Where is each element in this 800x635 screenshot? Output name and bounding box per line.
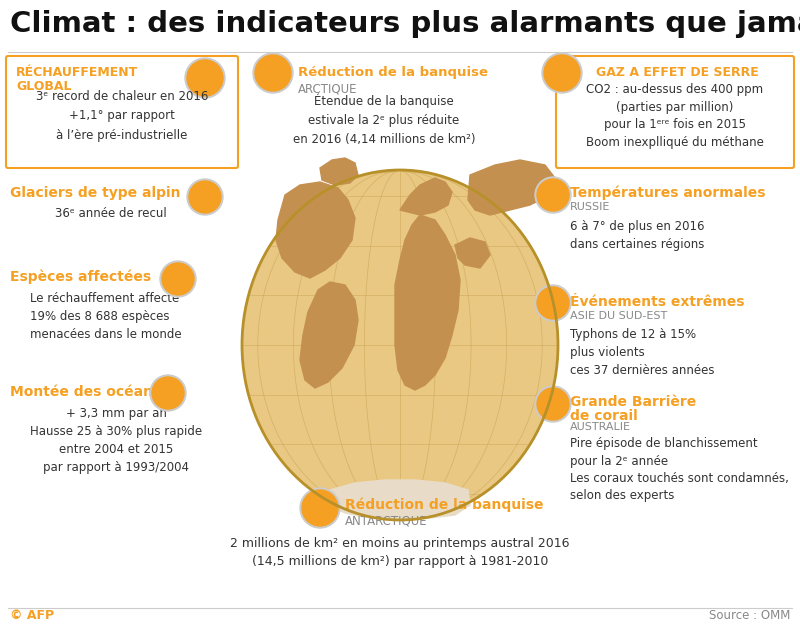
Text: Climat : des indicateurs plus alarmants que jamais: Climat : des indicateurs plus alarmants … (10, 10, 800, 38)
Circle shape (187, 179, 223, 215)
Text: Réduction de la banquise: Réduction de la banquise (298, 66, 488, 79)
Text: Réduction de la banquise: Réduction de la banquise (345, 497, 543, 512)
Text: 2 millions de km² en moins au printemps austral 2016
(14,5 millions de km²) par : 2 millions de km² en moins au printemps … (230, 537, 570, 568)
FancyBboxPatch shape (6, 56, 238, 168)
Text: Espèces affectées: Espèces affectées (10, 270, 151, 284)
Text: Montée des océans: Montée des océans (10, 385, 162, 399)
Circle shape (302, 490, 338, 526)
Text: Températures anormales: Températures anormales (570, 186, 766, 201)
Circle shape (185, 58, 225, 98)
Circle shape (544, 55, 580, 91)
Text: 3ᵉ record de chaleur en 2016
+1,1° par rapport
à l’ère pré-industrielle: 3ᵉ record de chaleur en 2016 +1,1° par r… (36, 91, 208, 142)
Text: 36ᵉ année de recul: 36ᵉ année de recul (55, 207, 166, 220)
Text: GAZ A EFFET DE SERRE: GAZ A EFFET DE SERRE (596, 66, 758, 79)
Polygon shape (320, 158, 358, 185)
Circle shape (535, 177, 571, 213)
Text: 6 à 7° de plus en 2016
dans certaines régions: 6 à 7° de plus en 2016 dans certaines ré… (570, 220, 705, 251)
Ellipse shape (242, 170, 558, 520)
Circle shape (255, 55, 291, 91)
Polygon shape (395, 215, 460, 390)
Polygon shape (328, 480, 470, 520)
Text: Source : OMM: Source : OMM (709, 609, 790, 622)
Circle shape (537, 179, 569, 211)
Circle shape (187, 60, 223, 96)
Circle shape (253, 53, 293, 93)
Text: de corail: de corail (570, 409, 638, 423)
Circle shape (537, 388, 569, 420)
Text: ARCTIQUE: ARCTIQUE (298, 82, 358, 95)
Text: RUSSIE: RUSSIE (570, 202, 610, 212)
Circle shape (150, 375, 186, 411)
Text: RÉCHAUFFEMENT: RÉCHAUFFEMENT (16, 66, 138, 79)
Text: AUSTRALIE: AUSTRALIE (570, 422, 631, 432)
Circle shape (189, 181, 221, 213)
Circle shape (535, 285, 571, 321)
Text: Étendue de la banquise
estivale la 2ᵉ plus réduite
en 2016 (4,14 millions de km²: Étendue de la banquise estivale la 2ᵉ pl… (293, 94, 475, 146)
Text: Grande Barrière: Grande Barrière (570, 395, 696, 409)
Text: ANTARCTIQUE: ANTARCTIQUE (345, 514, 428, 527)
Polygon shape (300, 282, 358, 388)
Circle shape (160, 261, 196, 297)
Circle shape (537, 287, 569, 319)
Text: ASIE DU SUD-EST: ASIE DU SUD-EST (570, 311, 667, 321)
Circle shape (542, 53, 582, 93)
Polygon shape (468, 160, 555, 215)
Polygon shape (455, 238, 490, 268)
Text: Événements extrêmes: Événements extrêmes (570, 295, 745, 309)
Text: CO2 : au-dessus des 400 ppm
(parties par million)
pour la 1ᵉʳᵉ fois en 2015
Boom: CO2 : au-dessus des 400 ppm (parties par… (586, 83, 764, 149)
Polygon shape (276, 182, 355, 278)
Text: Typhons de 12 à 15%
plus violents
ces 37 dernières années: Typhons de 12 à 15% plus violents ces 37… (570, 328, 714, 377)
Text: Pire épisode de blanchissement
pour la 2ᵉ année
Les coraux touchés sont condamné: Pire épisode de blanchissement pour la 2… (570, 437, 789, 502)
Circle shape (152, 377, 184, 409)
Text: Le réchauffement affecte
19% des 8 688 espèces
menacées dans le monde: Le réchauffement affecte 19% des 8 688 e… (30, 292, 182, 341)
Circle shape (535, 386, 571, 422)
Text: + 3,3 mm par an
Hausse 25 à 30% plus rapide
entre 2004 et 2015
par rapport à 199: + 3,3 mm par an Hausse 25 à 30% plus rap… (30, 407, 202, 474)
Circle shape (162, 263, 194, 295)
Text: Glaciers de type alpin: Glaciers de type alpin (10, 186, 181, 200)
Text: © AFP: © AFP (10, 609, 54, 622)
Polygon shape (400, 178, 452, 215)
FancyBboxPatch shape (556, 56, 794, 168)
Circle shape (300, 488, 340, 528)
Text: GLOBAL: GLOBAL (16, 80, 71, 93)
